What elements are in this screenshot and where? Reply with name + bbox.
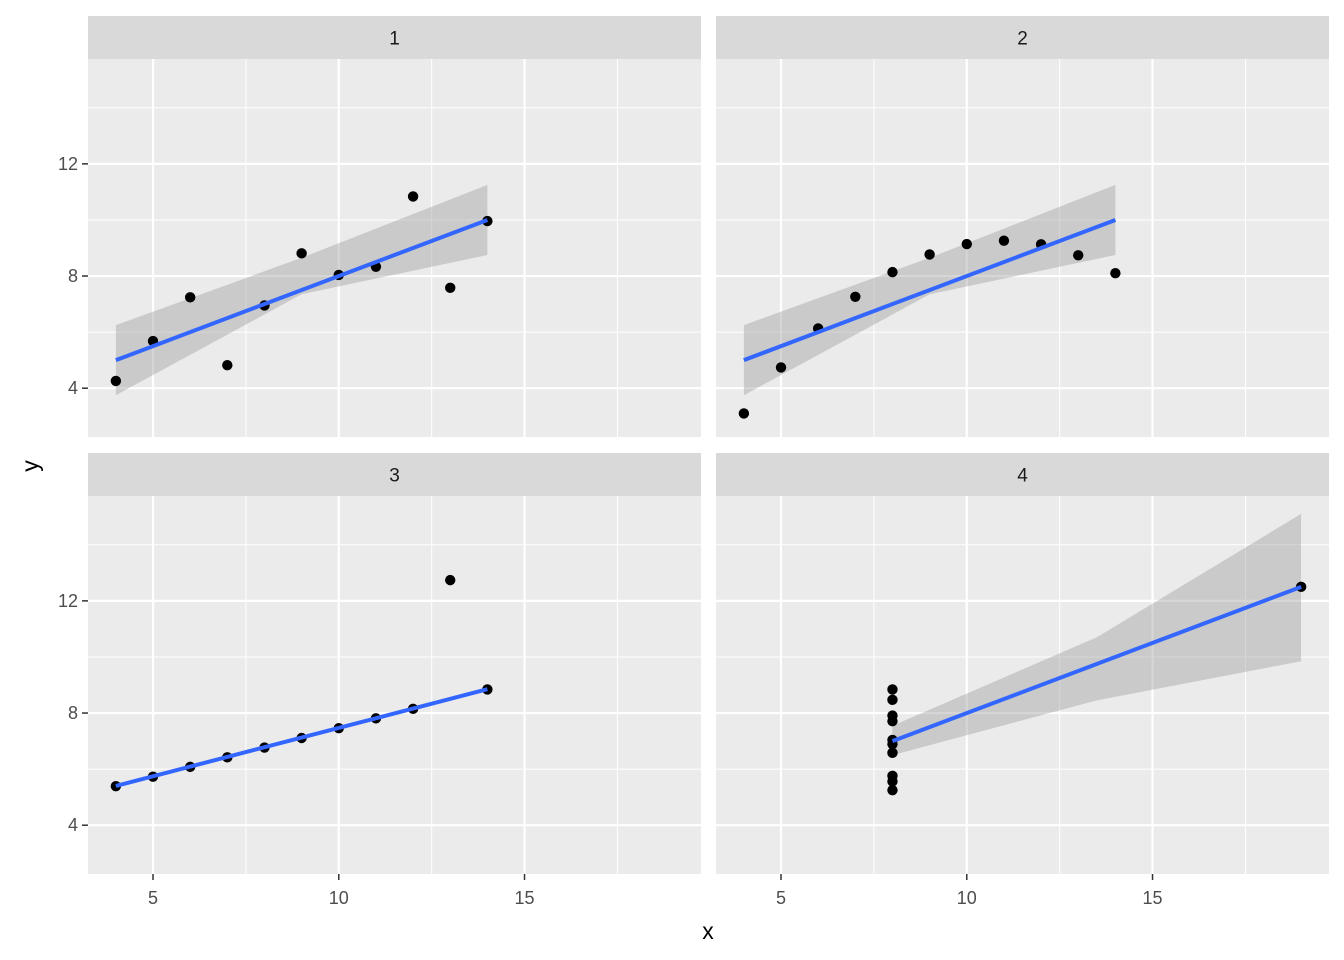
fit-line: [891, 584, 1302, 743]
data-point: [887, 710, 898, 721]
data-point: [887, 784, 898, 796]
data-point: [887, 266, 898, 278]
data-point: [738, 408, 750, 419]
panels-layer: 1 4 8 12 2 3 4 8 12 5 10 15 4 5 10 15: [58, 16, 1329, 908]
data-point: [110, 375, 122, 387]
data-point: [961, 238, 972, 250]
data-point: [887, 684, 898, 695]
panel-background: [88, 59, 701, 437]
y-tick-label: 12: [58, 591, 78, 611]
data-point: [296, 248, 307, 259]
panel-background: [716, 496, 1329, 874]
data-point: [887, 776, 898, 787]
panel-background: [88, 496, 701, 874]
fit-line: [115, 687, 488, 788]
y-tick-label: 4: [68, 378, 78, 398]
data-point: [887, 694, 898, 706]
facet-strip: [716, 453, 1329, 496]
facet-panel-4: 4 5 10 15: [716, 453, 1329, 908]
data-point: [998, 235, 1010, 246]
data-point: [924, 249, 935, 260]
facet-strip: [88, 453, 701, 496]
y-axis-title: y: [17, 460, 43, 472]
facet-strip-label: 3: [389, 466, 400, 487]
y-tick-label: 8: [68, 266, 78, 286]
facet-panel-1: 1 4 8 12: [58, 16, 701, 437]
facet-strip-label: 1: [389, 29, 400, 50]
x-axis-title: x: [702, 918, 714, 944]
facet-strip: [716, 16, 1329, 59]
fit-line: [743, 218, 1117, 363]
y-tick-label: 4: [68, 815, 78, 835]
panel-background: [716, 59, 1329, 437]
data-point: [445, 574, 456, 586]
y-tick-label: 12: [58, 154, 78, 174]
x-tick-label: 10: [957, 888, 977, 908]
data-point: [775, 362, 787, 373]
data-point: [445, 282, 456, 294]
data-point: [1073, 250, 1084, 261]
data-point: [222, 360, 233, 371]
data-point: [1110, 268, 1121, 279]
facet-panel-3: 3 4 8 12 5 10 15: [58, 453, 701, 908]
facet-strip-label: 4: [1017, 466, 1028, 487]
x-tick-label: 5: [148, 888, 158, 908]
x-tick-label: 15: [1143, 888, 1163, 908]
data-point: [407, 191, 419, 202]
facet-strip-label: 2: [1017, 29, 1028, 50]
x-tick-label: 15: [515, 888, 535, 908]
data-point: [184, 292, 196, 303]
data-point: [850, 291, 861, 302]
confidence-band: [892, 513, 1302, 756]
x-tick-label: 5: [776, 888, 786, 908]
data-point: [887, 747, 898, 759]
fit-line: [115, 218, 489, 363]
x-tick-label: 10: [329, 888, 349, 908]
facet-strip: [88, 16, 701, 59]
y-tick-label: 8: [68, 703, 78, 723]
facet-panel-2: 2: [716, 16, 1329, 437]
